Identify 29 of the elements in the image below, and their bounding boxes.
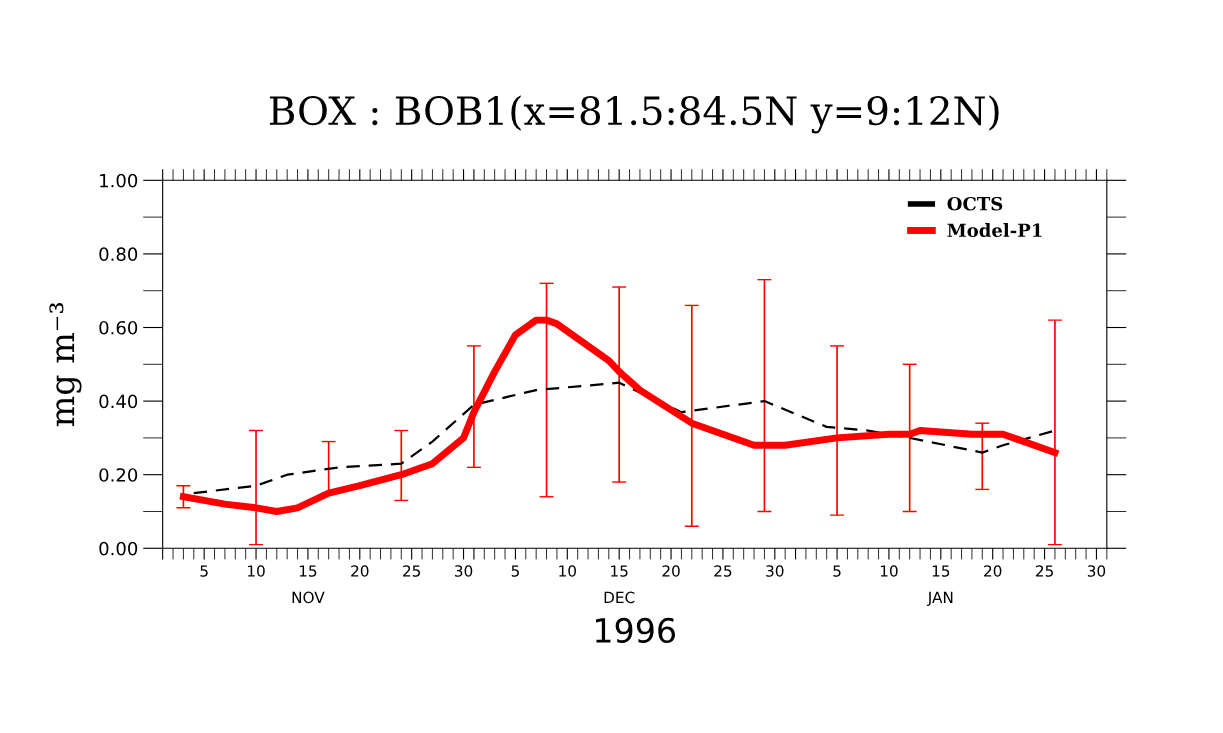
x-tick-label: 25 <box>1035 565 1053 577</box>
x-tick-label: 20 <box>984 565 1002 577</box>
legend-label: Model-P1 <box>947 223 1042 238</box>
y-tick-label: 0.00 <box>99 541 138 556</box>
y-tick-label: 1.00 <box>100 173 138 188</box>
x-tick-label: 5 <box>511 565 519 577</box>
x-tick-label: 25 <box>403 565 421 577</box>
x-tick-label: 30 <box>766 565 784 577</box>
y-tick-label: 0.80 <box>99 247 138 262</box>
y-tick-label: 0.60 <box>99 320 138 335</box>
x-tick-label: 10 <box>559 565 576 577</box>
x-axis-title: 1996 <box>595 617 676 644</box>
y-tick-label: 0.20 <box>99 468 138 482</box>
x-tick-label: 5 <box>200 565 208 577</box>
x-tick-label: 25 <box>714 565 732 577</box>
x-tick-label: 30 <box>454 565 473 577</box>
y-tick-label: 0.40 <box>99 394 138 409</box>
y-axis-title: mg m⁻³ <box>49 302 82 427</box>
legend-label: OCTS <box>947 196 1003 211</box>
x-tick-label: 5 <box>833 565 841 577</box>
x-tick-label: 15 NOV <box>292 565 325 604</box>
x-tick-label: 10 <box>880 565 898 577</box>
x-tick-label: 15 JAN <box>926 565 953 607</box>
x-tick-label: 10 <box>247 565 265 577</box>
chart-title: BOX : BOB1(x=81.5:84.5N y=9:12N) <box>269 95 999 134</box>
x-tick-label: 20 <box>662 565 680 577</box>
x-tick-label: 20 <box>351 565 369 577</box>
x-tick-label: 30 <box>1087 565 1106 577</box>
x-tick-label: 15 DEC <box>604 565 635 604</box>
